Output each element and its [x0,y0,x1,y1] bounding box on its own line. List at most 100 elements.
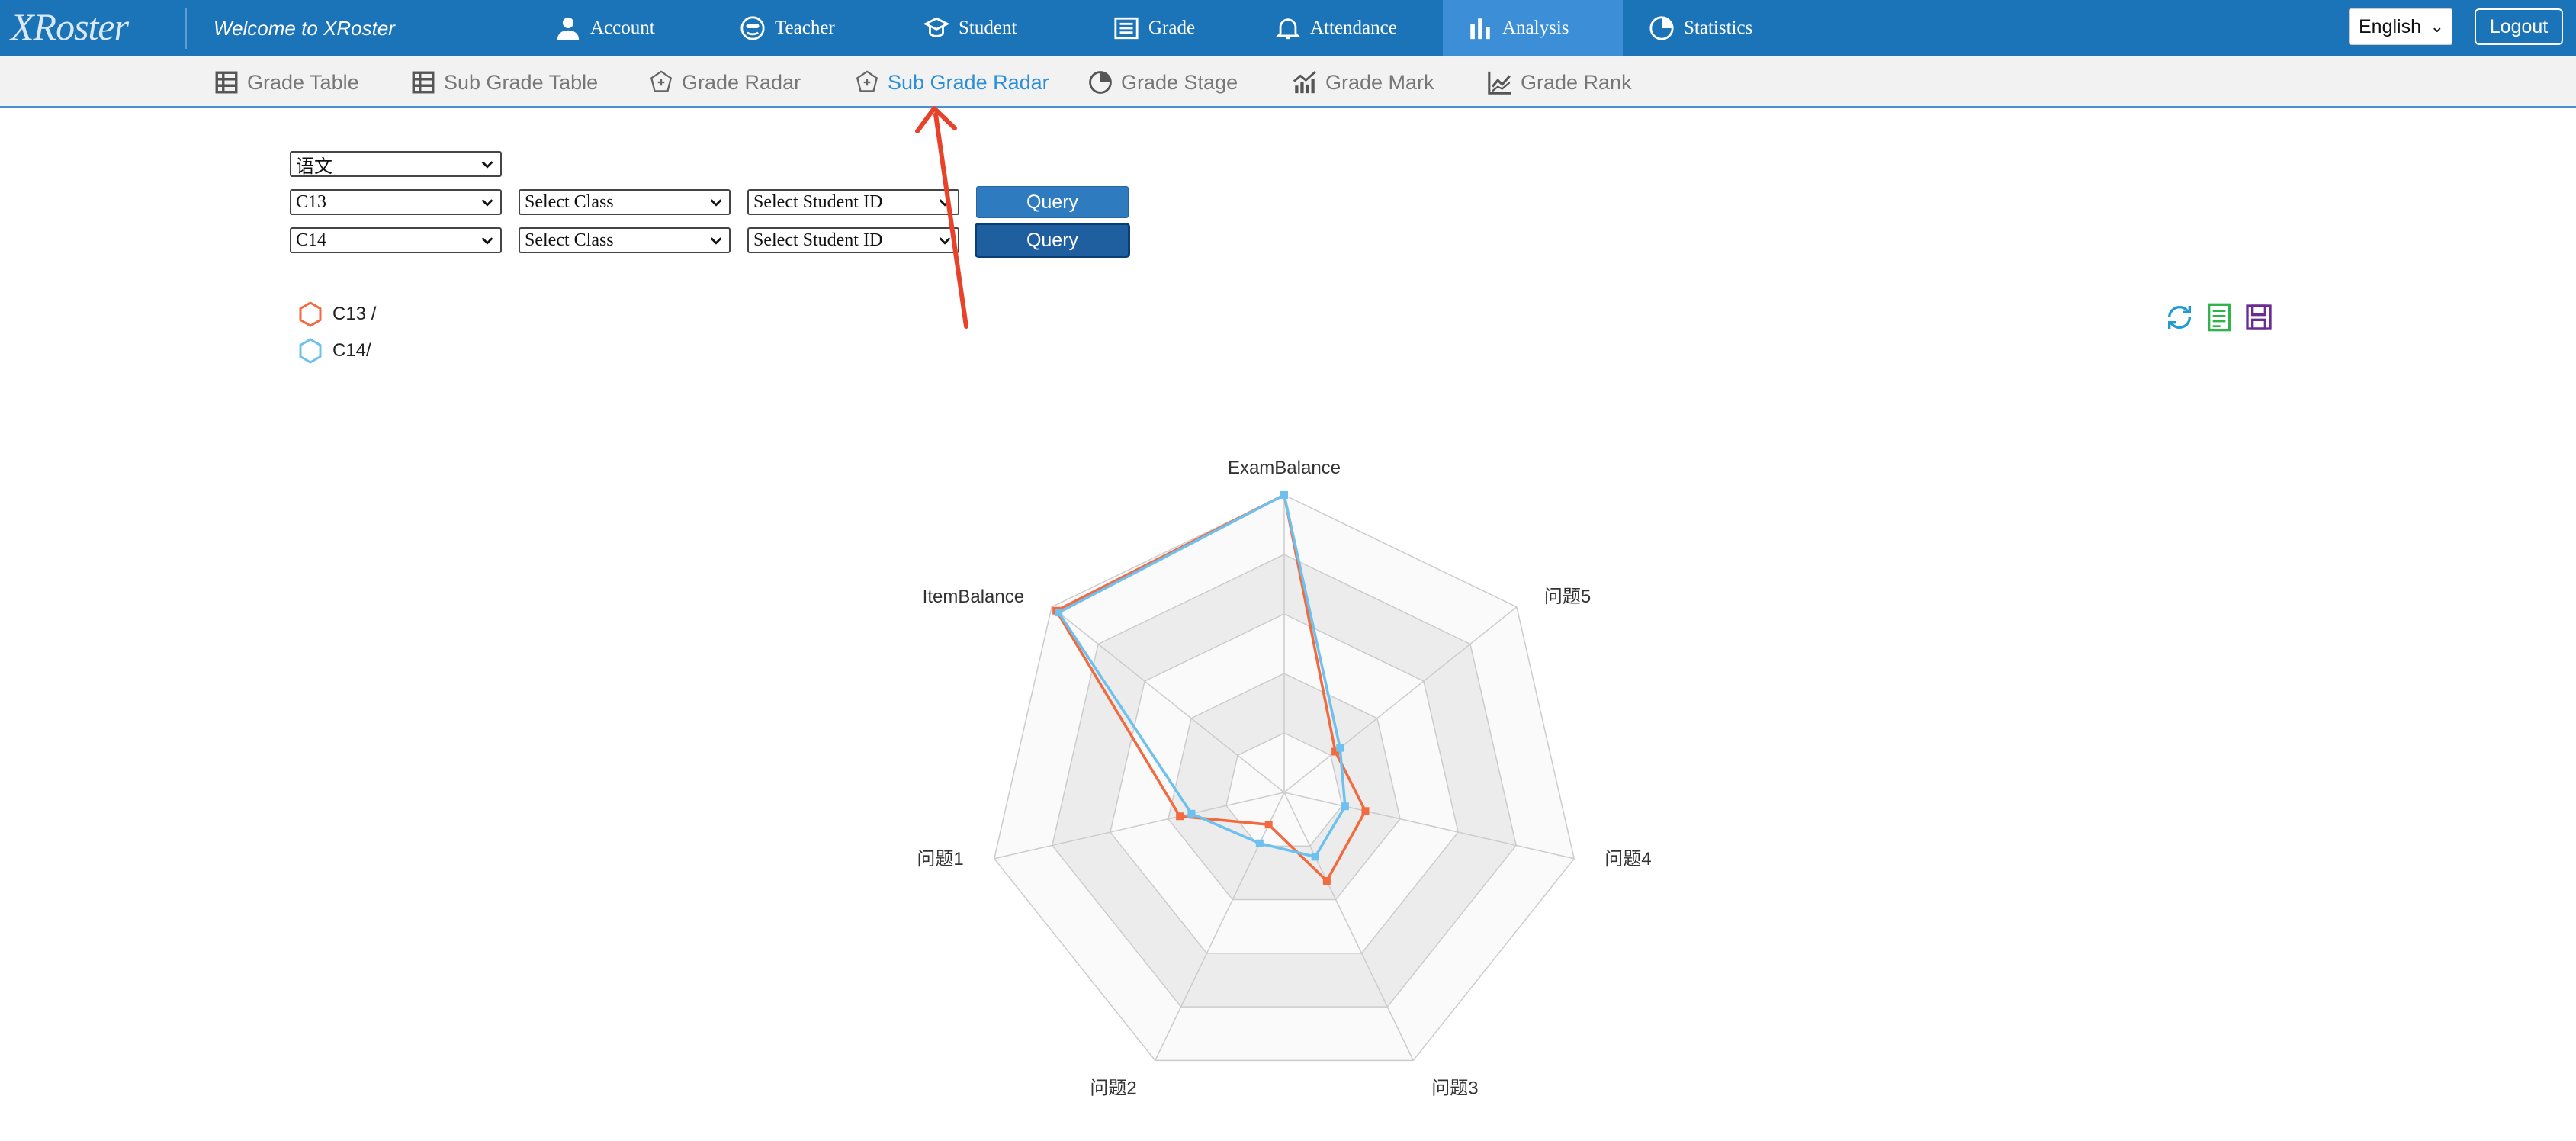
subnav-item-sub-grade-radar[interactable]: Sub Grade Radar [854,67,1049,98]
radar-data-point[interactable] [1187,809,1196,818]
chevron-down-icon [481,199,493,207]
nav-item-teacher[interactable]: Teacher [740,0,835,56]
subnav-item-grade-radar[interactable]: Grade Radar [648,67,801,98]
radar-axis-line [1283,606,1518,793]
legend-label: C13 / [332,304,377,324]
student-value: Select Student ID [753,230,883,250]
legend-item-c13[interactable]: C13 / [299,301,376,327]
list-icon [1114,17,1139,40]
radar-grid-ring [1110,613,1459,954]
exam-select-1[interactable]: C13 [290,189,502,215]
radar-indicator-label: 问题1 [917,849,963,869]
radar-data-point[interactable] [1280,491,1288,499]
radar-data-point[interactable] [1322,876,1331,885]
chevron-down-icon [710,199,722,207]
radar-data-point[interactable] [1341,802,1349,811]
teacher-icon [740,16,765,40]
nav-label: Analysis [1502,18,1569,38]
bar-line-chart-icon [1293,70,1317,94]
radar-axis-line [1283,792,1575,860]
chevron-down-icon [481,161,493,169]
nav-item-statistics[interactable]: Statistics [1649,0,1752,56]
radar-axes [994,495,1575,1061]
nav-item-student[interactable]: Student [923,0,1017,56]
chevron-down-icon: ⌄ [2430,17,2444,36]
chevron-down-icon [939,199,951,207]
class-value: Select Class [525,230,614,250]
refresh-icon [2168,305,2191,329]
radar-grid-ring [1168,673,1401,901]
radar-grid-ring [1052,554,1517,1008]
radar-indicator-label: 问题4 [1604,849,1651,869]
student-select-1[interactable]: Select Student ID [747,189,959,215]
chevron-down-icon [710,237,722,245]
app-logo[interactable]: XRoster [11,5,129,48]
class-select-2[interactable]: Select Class [519,227,731,253]
radar-data-point[interactable] [1176,812,1184,821]
nav-label: Account [590,18,655,38]
subject-select[interactable]: 语文 [290,151,502,177]
sub-navbar: Grade Table Sub Grade Table Grade Radar … [0,56,2576,108]
data-view-button[interactable] [2204,302,2234,333]
hexagon-icon [299,301,322,327]
save-image-button[interactable] [2244,302,2274,333]
query-button-1[interactable]: Query [976,186,1129,218]
radar-data-point[interactable] [1331,747,1340,756]
nav-item-analysis[interactable]: Analysis [1443,0,1623,56]
student-select-2[interactable]: Select Student ID [747,227,959,253]
radar-grid [993,494,1575,1062]
radar-data-point[interactable] [1336,744,1344,752]
radar-series [1052,491,1370,885]
nav-item-account[interactable]: Account [555,0,655,56]
radar-data-point[interactable] [1280,491,1288,499]
nav-label: Attendance [1310,18,1397,38]
pie-chart-icon [1649,16,1674,40]
student-icon [923,17,949,37]
legend-item-c14[interactable]: C14/ [299,338,371,364]
exam-select-2[interactable]: C14 [290,227,502,253]
nav-label: Student [959,18,1017,38]
radar-data-point[interactable] [1052,606,1061,615]
nav-item-attendance[interactable]: Attendance [1275,0,1397,56]
hexagon-icon [299,338,322,364]
nav-label: Statistics [1684,18,1753,38]
refresh-button[interactable] [2164,302,2195,333]
logout-button[interactable]: Logout [2475,8,2563,45]
subnav-label: Grade Radar [682,70,801,94]
subnav-label: Grade Table [247,70,359,94]
subnav-item-grade-rank[interactable]: Grade Rank [1487,67,1632,98]
radar-data-point[interactable] [1311,853,1319,861]
subject-value: 语文 [296,156,332,177]
language-value: English [2359,15,2421,37]
language-select[interactable]: English ⌄ [2349,8,2452,45]
radar-icon [650,70,673,92]
radar-axis-line [994,792,1285,860]
nav-label: Teacher [775,18,835,38]
student-value: Select Student ID [753,191,883,212]
line-chart-icon [1488,71,1511,95]
class-select-1[interactable]: Select Class [519,189,731,215]
radar-icon [856,70,878,92]
navbar-divider [185,8,187,49]
top-navbar: XRoster Welcome to XRoster Account Teach… [0,0,2576,56]
subnav-label: Sub Grade Table [444,70,599,94]
radar-data-point[interactable] [1255,839,1264,847]
radar-data-point[interactable] [1264,821,1273,829]
subnav-item-grade-mark[interactable]: Grade Mark [1292,67,1434,98]
subnav-item-sub-grade-table[interactable]: Sub Grade Table [410,67,598,98]
radar-axis-line [1283,792,1414,1061]
exam-value: C13 [296,191,327,212]
radar-data-point[interactable] [1055,609,1063,617]
subnav-item-grade-table[interactable]: Grade Table [214,67,359,98]
radar-data-point[interactable] [1361,807,1370,815]
radar-indicator-labels: ExamBalance 问题5 问题4 问题3 问题2 问题1 ItemBalance [917,458,1651,1098]
class-value: Select Class [525,191,614,212]
query-button-2[interactable]: Query [975,223,1130,258]
radar-indicator-label: 问题3 [1431,1078,1478,1098]
save-image-icon [2246,304,2272,330]
radar-series-line [1056,493,1347,859]
radar-axis-line [1155,792,1285,1061]
nav-item-grade[interactable]: Grade [1113,0,1195,56]
radar-indicator-label: 问题5 [1544,587,1591,607]
subnav-item-grade-stage[interactable]: Grade Stage [1087,67,1238,98]
